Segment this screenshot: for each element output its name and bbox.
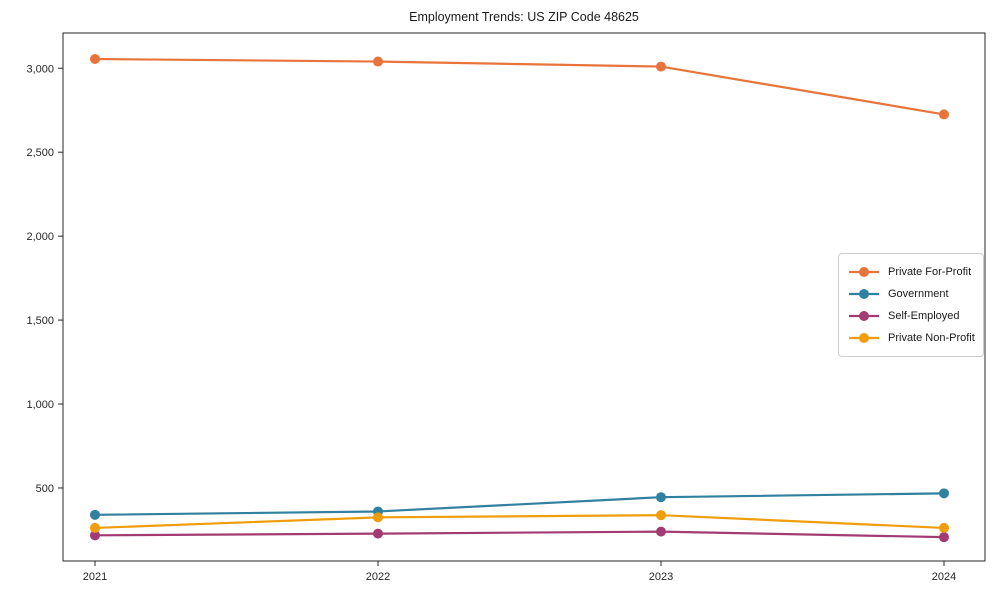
y-axis-tick-label: 2,000 [26,231,54,243]
series-line-government [93,492,946,516]
legend-item-private-for-profit: Private For-Profit [848,261,974,283]
series-line-private-for-profit [93,57,946,116]
legend-marker-private-non-profit [849,333,879,343]
y-axis-tick-label: 2,500 [26,147,54,159]
data-point-self-employed [938,532,949,543]
legend-marker-government [849,289,879,299]
data-point-private-for-profit [89,54,100,65]
series-line-private-non-profit [93,514,946,530]
legend-marker-private-for-profit [849,267,879,277]
data-point-government [655,492,666,503]
legend-item-self-employed: Self-Employed [848,305,974,327]
data-point-private-non-profit [655,510,666,521]
series-line-self-employed [93,530,946,539]
data-point-self-employed [372,528,383,539]
data-point-private-for-profit [655,61,666,72]
x-axis-tick-label: 2023 [649,571,673,583]
y-axis-tick-label: 1,500 [26,315,54,327]
data-point-government [938,488,949,499]
legend-item-government: Government [848,283,974,305]
chart-title: Employment Trends: US ZIP Code 48625 [409,10,639,24]
x-axis-tick-label: 2022 [366,571,390,583]
data-point-self-employed [655,526,666,537]
legend-label: Government [888,288,949,300]
x-axis-tick-label: 2021 [83,571,107,583]
data-point-self-employed [89,530,100,541]
data-point-government [89,509,100,520]
legend-label: Private Non-Profit [888,332,975,344]
data-point-private-non-profit [89,522,100,533]
data-point-private-non-profit [938,522,949,533]
legend-label: Private For-Profit [888,266,972,278]
data-point-private-non-profit [372,512,383,523]
legend-label: Self-Employed [888,310,960,322]
legend-marker-self-employed [849,311,879,321]
data-point-private-for-profit [372,56,383,67]
plot-spines [62,32,986,562]
y-axis-tick-label: 500 [36,483,54,495]
legend-item-private-non-profit: Private Non-Profit [848,327,975,349]
legend: Private For-Profit Government Self-Employe… [838,253,984,357]
x-axis-tick-label: 2024 [932,571,956,583]
y-axis-tick-label: 3,000 [26,63,54,75]
data-point-private-for-profit [938,109,949,120]
y-axis-tick-label: 1,000 [26,399,54,411]
